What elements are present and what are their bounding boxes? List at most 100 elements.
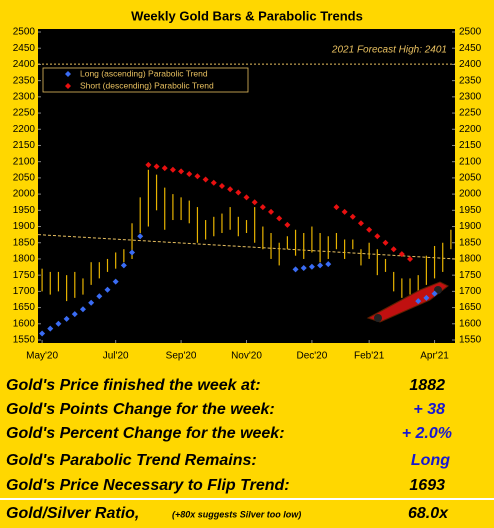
x-tick-label: May'20 bbox=[26, 351, 58, 362]
trend-dot bbox=[325, 261, 332, 268]
trend-dot bbox=[431, 290, 438, 297]
y-tick-label: 2300 bbox=[13, 91, 36, 102]
trend-dot bbox=[357, 220, 364, 227]
trend-dot bbox=[178, 168, 185, 175]
x-tick-label: Nov'20 bbox=[231, 351, 262, 362]
trend-dot bbox=[292, 266, 299, 273]
y-tick-label-right: 1950 bbox=[459, 205, 482, 216]
trend-dot bbox=[415, 298, 422, 305]
row-value: 1693 bbox=[409, 477, 445, 494]
row-label: Gold's Price finished the week at: bbox=[6, 377, 261, 394]
legend-marker bbox=[65, 71, 71, 77]
y-tick-label: 2350 bbox=[13, 75, 36, 86]
y-tick-label: 2500 bbox=[13, 27, 36, 38]
trend-dot bbox=[153, 163, 160, 170]
x-tick-label: Dec'20 bbox=[296, 351, 327, 362]
trend-dot bbox=[79, 306, 86, 313]
x-tick-label: Sep'20 bbox=[166, 351, 197, 362]
trend-dot bbox=[218, 183, 225, 189]
trend-dot bbox=[120, 262, 127, 269]
trend-dot bbox=[169, 166, 176, 173]
row-value: + 2.0% bbox=[402, 425, 452, 442]
row-note: (+80x suggests Silver too low) bbox=[172, 509, 301, 519]
trend-dot bbox=[39, 330, 46, 337]
y-tick-label: 2050 bbox=[13, 173, 36, 184]
y-tick-label-right: 1550 bbox=[459, 335, 482, 346]
trend-dot bbox=[317, 262, 324, 269]
y-tick-label-right: 2400 bbox=[459, 59, 482, 70]
trend-dot bbox=[202, 176, 209, 183]
trend-dot bbox=[251, 199, 258, 206]
trend-dot bbox=[210, 179, 217, 186]
trend-dot bbox=[243, 194, 250, 201]
row-label: Gold's Points Change for the week: bbox=[6, 401, 275, 418]
row-label: Gold/Silver Ratio, bbox=[6, 505, 139, 522]
trend-dot bbox=[145, 161, 152, 168]
race-car-wheel bbox=[434, 286, 442, 294]
trend-dot bbox=[398, 251, 405, 258]
trend-dot bbox=[194, 173, 201, 180]
trend-dot bbox=[112, 278, 119, 285]
summary-table: Gold's Price finished the week at: 1882 … bbox=[0, 377, 494, 522]
y-tick-label: 2000 bbox=[13, 189, 36, 200]
trend-dot bbox=[137, 233, 144, 240]
trend-dot bbox=[284, 221, 291, 228]
y-tick-label-right: 2300 bbox=[459, 91, 482, 102]
trend-dot bbox=[55, 320, 62, 327]
y-tick-label: 1900 bbox=[13, 221, 36, 232]
y-tick-label-right: 2250 bbox=[459, 108, 482, 119]
trend-dot bbox=[161, 165, 168, 172]
y-tick-label-right: 2350 bbox=[459, 75, 482, 86]
trend-dot bbox=[390, 246, 397, 253]
y-tick-label: 1700 bbox=[13, 286, 36, 297]
trend-dot bbox=[47, 325, 54, 332]
y-tick-label-right: 1900 bbox=[459, 221, 482, 232]
row-value: Long bbox=[411, 452, 450, 469]
legend-box bbox=[42, 67, 249, 93]
y-tick-label: 1750 bbox=[13, 270, 36, 281]
y-tick-label: 1650 bbox=[13, 302, 36, 313]
trend-dot bbox=[349, 213, 356, 220]
trend-dot bbox=[308, 263, 315, 270]
y-tick-label-right: 1600 bbox=[459, 318, 482, 329]
trend-dot bbox=[88, 299, 95, 306]
trend-dot bbox=[129, 249, 136, 256]
trend-dot bbox=[186, 171, 193, 178]
trend-dot bbox=[259, 204, 266, 211]
row-value: 1882 bbox=[409, 377, 445, 394]
y-tick-label-right: 2450 bbox=[459, 43, 482, 54]
y-tick-label: 2250 bbox=[13, 108, 36, 119]
y-tick-label: 2150 bbox=[13, 140, 36, 151]
y-tick-label-right: 2150 bbox=[459, 140, 482, 151]
y-tick-label-right: 2050 bbox=[459, 173, 482, 184]
y-tick-label: 1850 bbox=[13, 237, 36, 248]
y-tick-label: 1950 bbox=[13, 205, 36, 216]
y-tick-label: 2400 bbox=[13, 59, 36, 70]
race-car-wheel bbox=[374, 314, 382, 322]
y-tick-label-right: 1700 bbox=[459, 286, 482, 297]
x-tick-label: Feb'21 bbox=[354, 351, 385, 362]
x-tick-label: Jul'20 bbox=[103, 351, 129, 362]
y-tick-label-right: 2100 bbox=[459, 156, 482, 167]
trend-dot bbox=[235, 189, 242, 196]
row-label: Gold's Parabolic Trend Remains: bbox=[6, 452, 257, 469]
trend-dot bbox=[96, 293, 103, 300]
trend-dot bbox=[300, 265, 307, 272]
trend-dot bbox=[382, 239, 389, 246]
legend-label: Long (ascending) Parabolic Trend bbox=[80, 68, 208, 78]
trend-dot bbox=[333, 204, 340, 211]
x-tick-label: Apr'21 bbox=[420, 351, 449, 362]
row-value: 68.0x bbox=[408, 505, 449, 522]
trend-dot bbox=[374, 233, 381, 240]
trend-dot bbox=[268, 208, 275, 215]
trend-dot bbox=[71, 311, 78, 318]
row-label: Gold's Price Necessary to Flip Trend: bbox=[6, 477, 290, 494]
trend-dot bbox=[366, 226, 373, 233]
race-car-decoration bbox=[366, 281, 449, 323]
y-tick-label: 1550 bbox=[13, 335, 36, 346]
y-tick-label-right: 2200 bbox=[459, 124, 482, 135]
row-label: Gold's Percent Change for the week: bbox=[6, 425, 285, 442]
legend-label: Short (descending) Parabolic Trend bbox=[80, 80, 214, 90]
y-tick-label: 2100 bbox=[13, 156, 36, 167]
